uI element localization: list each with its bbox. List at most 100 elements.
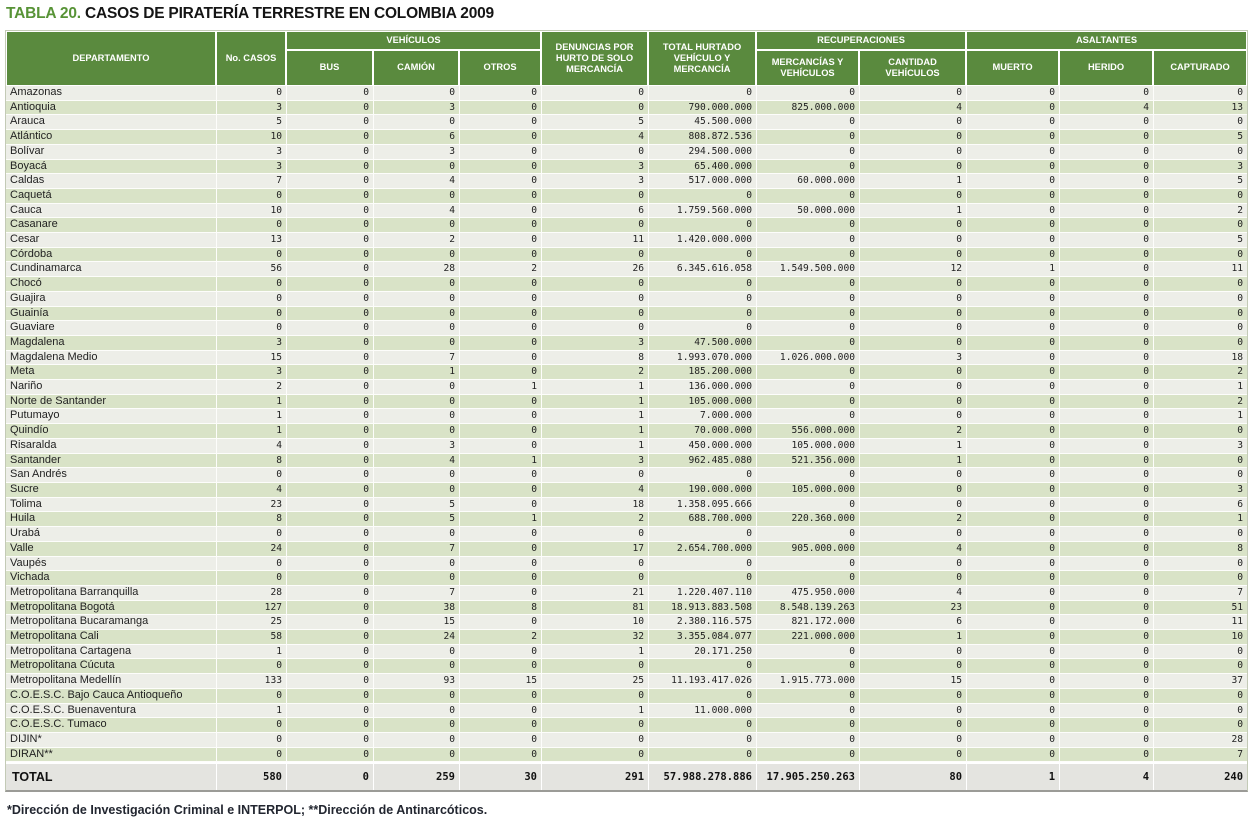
value-cell: 2	[541, 365, 649, 381]
value-cell: 962.485.080	[648, 453, 757, 469]
value-cell: 0	[1153, 571, 1248, 586]
value-cell: 0	[966, 556, 1060, 572]
value-cell: 0	[1059, 144, 1154, 160]
value-cell: 0	[459, 688, 542, 704]
value-cell: 0	[1059, 703, 1154, 719]
value-cell: 127	[216, 600, 286, 616]
value-cell: 0	[756, 497, 860, 513]
value-cell: 0	[1153, 703, 1248, 719]
value-cell: 0	[966, 482, 1060, 498]
value-cell: 0	[286, 365, 373, 381]
value-cell: 0	[541, 291, 649, 307]
value-cell: 0	[459, 703, 542, 719]
value-cell: 0	[459, 556, 542, 572]
value-cell: 0	[756, 409, 860, 425]
value-cell: 0	[1059, 130, 1154, 145]
value-cell: 0	[286, 703, 373, 719]
value-cell: 1	[541, 438, 649, 454]
value-cell: 0	[541, 218, 649, 234]
value-cell: 0	[1059, 747, 1154, 763]
value-cell: 0	[459, 115, 542, 131]
value-cell: 5	[541, 115, 649, 131]
value-cell: 10	[1153, 630, 1248, 645]
value-cell: 51	[1153, 600, 1248, 616]
value-cell: 1	[459, 512, 542, 528]
value-cell: 0	[648, 688, 757, 704]
value-cell: 0	[1153, 556, 1248, 572]
value-cell: 0	[216, 291, 286, 307]
value-cell: 1.759.560.000	[648, 203, 757, 219]
value-cell: 11	[541, 233, 649, 248]
value-cell: 0	[1059, 306, 1154, 322]
value-cell: 4	[216, 438, 286, 454]
value-cell: 0	[648, 571, 757, 586]
value-cell: 0	[541, 747, 649, 763]
table-row: Caquetá 0 0 0 0 0 0 0 0 0 0 0	[6, 188, 1248, 204]
value-cell: 0	[373, 732, 459, 748]
value-cell: 1	[859, 438, 967, 454]
value-cell: 0	[859, 718, 967, 733]
value-cell: 8	[541, 350, 649, 366]
value-cell: 0	[373, 424, 459, 439]
value-cell: 7	[1153, 585, 1248, 601]
value-cell: 133	[216, 674, 286, 689]
value-cell: 0	[966, 291, 1060, 307]
col-group-vehiculos: VEHÍCULOS	[286, 31, 542, 50]
value-cell: 0	[459, 409, 542, 425]
value-cell: 517.000.000	[648, 174, 757, 189]
value-cell: 1	[541, 703, 649, 719]
value-cell: 0	[286, 159, 373, 175]
department-cell: Magdalena	[6, 335, 216, 351]
value-cell: 0	[1153, 644, 1248, 660]
total-value-cell: 1	[966, 762, 1060, 791]
value-cell: 0	[541, 718, 649, 733]
table-row: Norte de Santander 1 0 0 0 1 105.000.000 0 0 0 0 2	[6, 394, 1248, 410]
value-cell: 0	[541, 688, 649, 704]
value-cell: 5	[1153, 233, 1248, 248]
value-cell: 0	[756, 703, 860, 719]
value-cell: 0	[859, 115, 967, 131]
value-cell: 6	[859, 615, 967, 631]
value-cell: 0	[1059, 335, 1154, 351]
value-cell: 0	[859, 747, 967, 763]
value-cell: 56	[216, 262, 286, 278]
value-cell: 0	[459, 306, 542, 322]
table-row: DIJIN* 0 0 0 0 0 0 0 0 0 0 28	[6, 732, 1248, 748]
value-cell: 0	[286, 571, 373, 586]
value-cell: 3	[541, 159, 649, 175]
col-group-recuperaciones: RECUPERACIONES	[756, 31, 967, 50]
value-cell: 0	[966, 732, 1060, 748]
value-cell: 2	[373, 233, 459, 248]
value-cell: 0	[859, 188, 967, 204]
value-cell: 28	[373, 262, 459, 278]
value-cell: 0	[966, 203, 1060, 219]
value-cell: 0	[648, 277, 757, 292]
value-cell: 0	[459, 615, 542, 631]
value-cell: 24	[216, 541, 286, 557]
value-cell: 821.172.000	[756, 615, 860, 631]
department-cell: Boyacá	[6, 159, 216, 175]
value-cell: 0	[1059, 585, 1154, 601]
value-cell: 0	[459, 747, 542, 763]
value-cell: 0	[459, 527, 542, 542]
department-cell: C.O.E.S.C. Bajo Cauca Antioqueño	[6, 688, 216, 704]
table-title-text: CASOS DE PIRATERÍA TERRESTRE EN COLOMBIA…	[84, 5, 494, 22]
value-cell: 0	[648, 468, 757, 483]
value-cell: 0	[966, 174, 1060, 189]
table-row: Metropolitana Medellín 133 0 93 15 25 11.193.4…	[6, 674, 1248, 689]
value-cell: 0	[1153, 453, 1248, 469]
total-value-cell: 80	[859, 762, 967, 791]
value-cell: 0	[459, 247, 542, 263]
value-cell: 688.700.000	[648, 512, 757, 528]
value-cell: 0	[859, 409, 967, 425]
value-cell: 4	[373, 174, 459, 189]
value-cell: 3	[216, 365, 286, 381]
value-cell: 0	[1059, 247, 1154, 263]
col-header-total-hurtado: TOTAL HURTADO VEHÍCULO Y MERCANCÍA	[648, 31, 757, 86]
value-cell: 0	[286, 468, 373, 483]
value-cell: 0	[966, 394, 1060, 410]
table-row: Cesar 13 0 2 0 11 1.420.000.000 0 0 0 0 5	[6, 233, 1248, 248]
value-cell: 905.000.000	[756, 541, 860, 557]
value-cell: 0	[966, 409, 1060, 425]
value-cell: 0	[756, 688, 860, 704]
